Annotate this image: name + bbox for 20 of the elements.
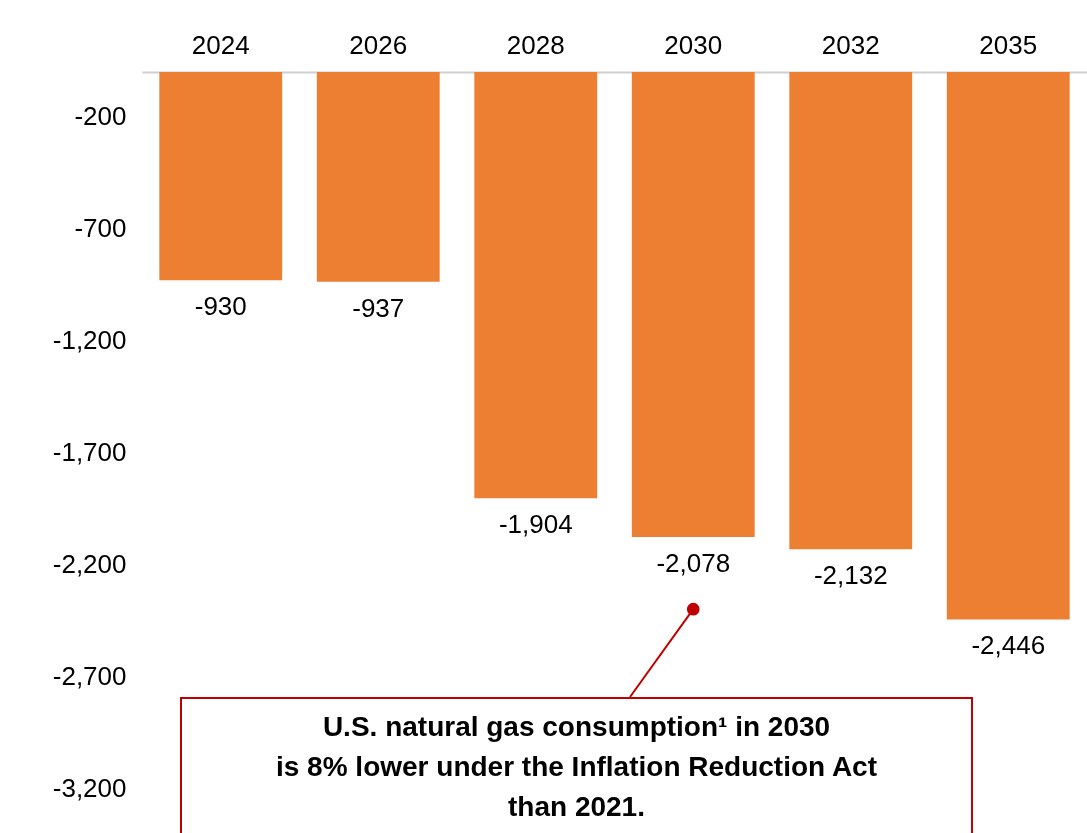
x-tick-label: 2024 xyxy=(191,29,250,60)
data-label: -2,446 xyxy=(971,630,1046,661)
data-label: -937 xyxy=(352,292,405,323)
y-tick-label: -2,700 xyxy=(52,660,127,691)
data-label: -2,078 xyxy=(656,548,731,579)
data-label: -930 xyxy=(194,291,247,322)
callout-box: U.S. natural gas consumption¹ in 2030 is 8% lower under the Inflation Reduction Act than 2021. xyxy=(180,697,973,833)
x-tick-label: 2026 xyxy=(349,29,408,60)
y-tick-label: -1,200 xyxy=(52,325,127,356)
y-tick-label: -2,200 xyxy=(52,548,127,579)
y-tick-label: -200 xyxy=(74,101,127,132)
data-label: -2,132 xyxy=(813,560,888,591)
x-tick-label: 2030 xyxy=(664,29,723,60)
y-tick-label: -1,700 xyxy=(52,437,127,467)
x-tick-label: 2032 xyxy=(821,29,880,60)
y-tick-label: -700 xyxy=(74,213,127,244)
y-tick-label: -3,200 xyxy=(52,772,127,803)
x-tick-label: 2035 xyxy=(979,29,1038,60)
x-tick-label: 2028 xyxy=(506,29,565,60)
data-label: -1,904 xyxy=(498,509,573,540)
